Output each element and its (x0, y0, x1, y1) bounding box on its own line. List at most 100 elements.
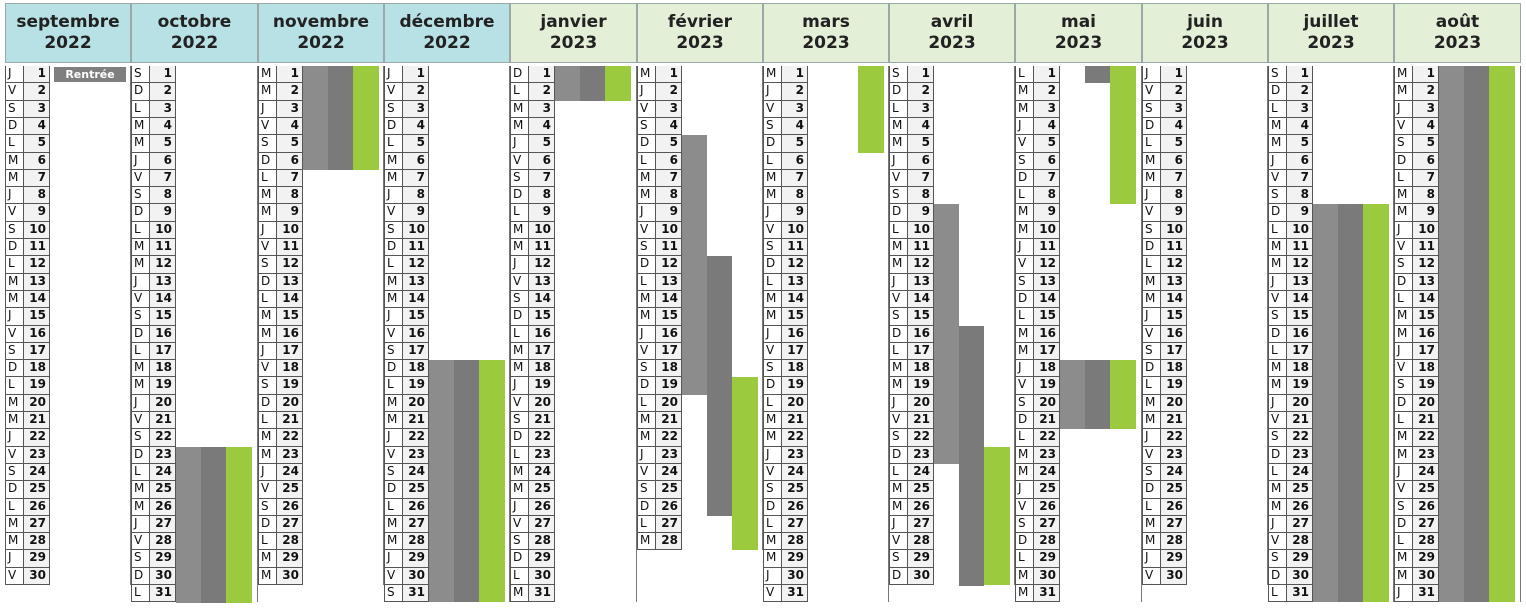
weekday-letter: M (1142, 153, 1161, 170)
weekday-letter: J (384, 66, 403, 83)
weekday-letter: V (384, 83, 403, 101)
weekday-letter: M (510, 239, 529, 256)
weekday-letter: V (5, 83, 24, 101)
day-number: 29 (908, 550, 934, 568)
weekday-letter: S (1268, 187, 1287, 204)
weekday-letter: L (889, 222, 908, 239)
weekday-letter: M (258, 204, 277, 222)
day-number: 5 (529, 135, 555, 153)
day-number: 8 (150, 187, 176, 204)
weekday-letter: M (1015, 83, 1034, 101)
weekday-letter: L (1394, 170, 1413, 187)
weekday-letter: V (763, 343, 782, 360)
month-name: avril (930, 12, 974, 32)
day-number: 13 (24, 274, 50, 291)
day-number: 13 (1413, 274, 1439, 291)
day-number: 22 (150, 429, 176, 447)
holiday-block (984, 447, 1010, 585)
weekday-letter: D (1394, 153, 1413, 170)
weekday-letter: M (1268, 256, 1287, 274)
weekday-letter: S (131, 308, 150, 326)
day-number: 7 (782, 170, 808, 187)
day-number: 8 (277, 187, 303, 204)
day-number: 23 (656, 447, 682, 464)
day-number: 17 (1161, 343, 1187, 360)
weekday-letter: L (5, 256, 24, 274)
month-header-10: juillet 2023 (1268, 3, 1394, 63)
weekday-letter: D (763, 256, 782, 274)
day-number: 25 (656, 481, 682, 499)
day-number: 24 (1413, 464, 1439, 481)
month-year: 2023 (1054, 33, 1103, 53)
day-number: 8 (1161, 187, 1187, 204)
weekday-letter: D (637, 135, 656, 153)
day-number: 8 (24, 187, 50, 204)
weekday-letter: S (131, 187, 150, 204)
weekday-letter: V (889, 170, 908, 187)
holiday-block (732, 377, 758, 550)
weekday-letter: V (5, 447, 24, 464)
weekday-letter: M (889, 118, 908, 135)
day-number: 1 (24, 66, 50, 83)
weekday-letter: M (763, 429, 782, 447)
day-number: 4 (529, 118, 555, 135)
day-number: 5 (1287, 135, 1313, 153)
day-number: 22 (1161, 429, 1187, 447)
day-number: 28 (1034, 533, 1060, 550)
day-number: 26 (908, 499, 934, 516)
weekday-letter: M (384, 412, 403, 429)
day-number: 10 (1287, 222, 1313, 239)
day-number: 10 (782, 222, 808, 239)
weekday-letter: M (258, 326, 277, 343)
weekday-letter: V (510, 395, 529, 412)
day-number: 20 (782, 395, 808, 412)
day-number: 23 (782, 447, 808, 464)
weekday-letter: S (1394, 499, 1413, 516)
weekday-letter: S (258, 256, 277, 274)
month-header-8: mai 2023 (1015, 3, 1142, 63)
month-header-11: août 2023 (1394, 3, 1521, 63)
holiday-block (1313, 204, 1338, 602)
day-number: 9 (1034, 204, 1060, 222)
day-number: 22 (277, 429, 303, 447)
weekday-letter: D (1015, 170, 1034, 187)
weekday-letter: M (5, 516, 24, 533)
weekday-letter: D (637, 377, 656, 395)
day-number: 26 (150, 499, 176, 516)
day-number: 5 (1034, 135, 1060, 153)
day-number: 6 (908, 153, 934, 170)
weekday-letter: S (1394, 256, 1413, 274)
weekday-letter: S (384, 343, 403, 360)
weekday-letter: D (131, 568, 150, 585)
weekday-letter: M (5, 291, 24, 308)
day-number: 27 (656, 516, 682, 533)
day-number: 3 (782, 101, 808, 118)
day-number: 7 (1413, 170, 1439, 187)
weekday-letter: D (1268, 83, 1287, 101)
day-number: 10 (1161, 222, 1187, 239)
weekday-letter: J (1268, 395, 1287, 412)
holiday-block (1085, 360, 1110, 429)
day-number: 27 (1287, 516, 1313, 533)
weekday-letter: M (1142, 516, 1161, 533)
weekday-letter: J (1142, 550, 1161, 568)
day-number: 24 (24, 464, 50, 481)
day-number: 10 (1034, 222, 1060, 239)
day-number: 25 (24, 481, 50, 499)
weekday-letter: J (258, 343, 277, 360)
day-number: 20 (1413, 395, 1439, 412)
day-number: 18 (908, 360, 934, 377)
day-number: 11 (529, 239, 555, 256)
weekday-letter: J (1394, 222, 1413, 239)
weekday-letter: V (763, 585, 782, 602)
day-number: 27 (150, 516, 176, 533)
day-number: 26 (1413, 499, 1439, 516)
weekday-letter: M (258, 83, 277, 101)
weekday-letter: M (889, 499, 908, 516)
weekday-letter: J (1394, 343, 1413, 360)
weekday-letter: M (5, 274, 24, 291)
weekday-letter: M (1394, 550, 1413, 568)
day-number: 24 (656, 464, 682, 481)
weekday-letter: M (763, 308, 782, 326)
day-number: 12 (150, 256, 176, 274)
